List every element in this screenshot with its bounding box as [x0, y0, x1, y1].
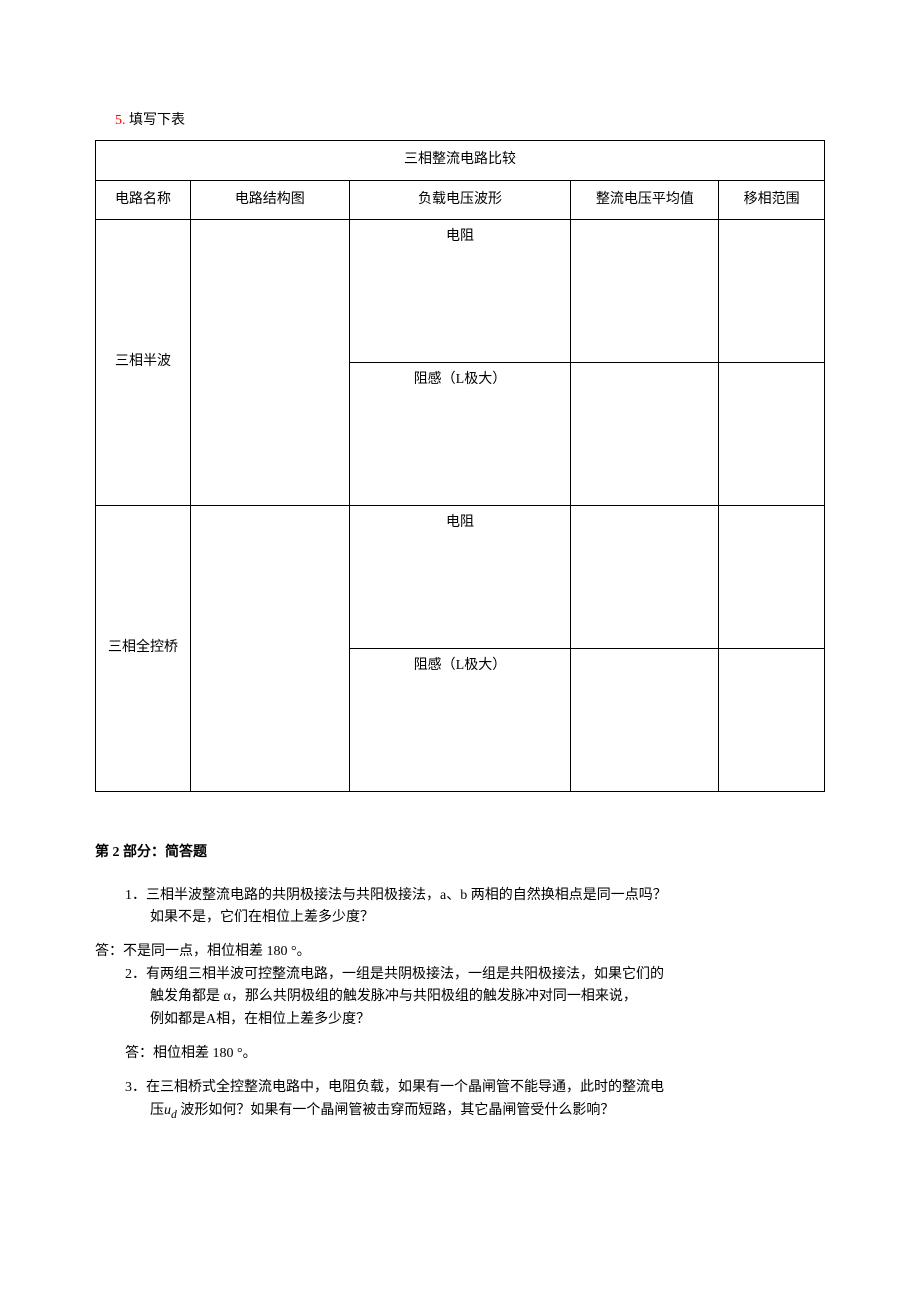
- table-title-row: 三相整流电路比较: [96, 141, 825, 180]
- waveform-cell-1b: 阻感（L极大）: [349, 363, 571, 506]
- waveform-cell-2a: 电阻: [349, 506, 571, 649]
- q1-line1: 1．三相半波整流电路的共阴极接法与共阳极接法，a、b 两相的自然换相点是同一点吗…: [95, 885, 825, 907]
- q2-line1: 2．有两组三相半波可控整流电路，一组是共阴极接法，一组是共阳极接法，如果它们的: [95, 964, 825, 986]
- structure-cell-1: [191, 220, 349, 506]
- avg-cell-1a: [571, 220, 719, 363]
- answer-2: 答：相位相差 180 °。: [95, 1043, 825, 1065]
- q3-prefix: 压: [150, 1103, 164, 1118]
- header-name: 电路名称: [96, 180, 191, 219]
- header-structure: 电路结构图: [191, 180, 349, 219]
- table-header-row: 电路名称 电路结构图 负载电压波形 整流电压平均值 移相范围: [96, 180, 825, 219]
- row-name-2: 三相全控桥: [96, 506, 191, 792]
- header-avg: 整流电压平均值: [571, 180, 719, 219]
- range-cell-1b: [719, 363, 825, 506]
- q3-line2: 压ud 波形如何？如果有一个晶闸管被击穿而短路，其它晶闸管受什么影响？: [95, 1100, 825, 1124]
- avg-cell-2b: [571, 649, 719, 792]
- q1-line2: 如果不是，它们在相位上差多少度？: [95, 907, 825, 929]
- instruction-line: 5. 填写下表: [95, 110, 825, 132]
- table-row: 三相全控桥 电阻: [96, 506, 825, 649]
- table-row: 三相半波 电阻: [96, 220, 825, 363]
- structure-cell-2: [191, 506, 349, 792]
- question-1: 1．三相半波整流电路的共阴极接法与共阳极接法，a、b 两相的自然换相点是同一点吗…: [95, 885, 825, 930]
- section2-heading: 第 2 部分：简答题: [95, 842, 825, 864]
- q2-line2: 触发角都是 α，那么共阴极组的触发脉冲与共阳极组的触发脉冲对同一相来说，: [95, 986, 825, 1008]
- answer-1: 答：不是同一点，相位相差 180 °。: [95, 941, 825, 963]
- q3-suffix: 波形如何？如果有一个晶闸管被击穿而短路，其它晶闸管受什么影响？: [177, 1103, 615, 1118]
- q3-line1: 3．在三相桥式全控整流电路中，电阻负载，如果有一个晶闸管不能导通，此时的整流电: [95, 1077, 825, 1099]
- range-cell-2b: [719, 649, 825, 792]
- q3-var: u: [164, 1103, 171, 1118]
- table-title: 三相整流电路比较: [96, 141, 825, 180]
- avg-cell-1b: [571, 363, 719, 506]
- instruction-number: 5.: [115, 113, 126, 128]
- question-3: 3．在三相桥式全控整流电路中，电阻负载，如果有一个晶闸管不能导通，此时的整流电 …: [95, 1077, 825, 1124]
- waveform-cell-2b: 阻感（L极大）: [349, 649, 571, 792]
- row-name-1: 三相半波: [96, 220, 191, 506]
- instruction-text: 填写下表: [129, 113, 185, 128]
- comparison-table: 三相整流电路比较 电路名称 电路结构图 负载电压波形 整流电压平均值 移相范围 …: [95, 140, 825, 792]
- header-waveform: 负载电压波形: [349, 180, 571, 219]
- waveform-cell-1a: 电阻: [349, 220, 571, 363]
- range-cell-1a: [719, 220, 825, 363]
- avg-cell-2a: [571, 506, 719, 649]
- range-cell-2a: [719, 506, 825, 649]
- question-2: 2．有两组三相半波可控整流电路，一组是共阴极接法，一组是共阳极接法，如果它们的 …: [95, 964, 825, 1031]
- q2-line3: 例如都是A相，在相位上差多少度？: [95, 1009, 825, 1031]
- header-range: 移相范围: [719, 180, 825, 219]
